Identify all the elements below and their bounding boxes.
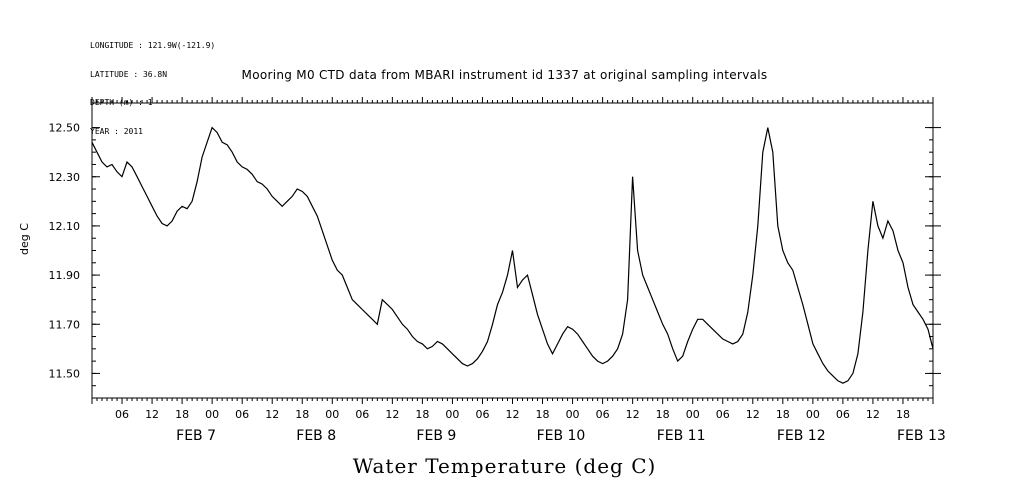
x-tick-label: 12: [265, 408, 279, 421]
x-day-label: FEB 9: [416, 428, 456, 444]
x-tick-label: 00: [686, 408, 700, 421]
x-tick-label: 06: [716, 408, 730, 421]
x-tick-label: 18: [896, 408, 910, 421]
x-tick-label: 18: [536, 408, 550, 421]
x-tick-label: 00: [566, 408, 580, 421]
x-day-label: FEB 13: [897, 428, 946, 444]
x-tick-label: 12: [746, 408, 760, 421]
x-day-label: FEB 11: [657, 428, 706, 444]
year-line: YEAR : 2011: [90, 126, 143, 136]
x-tick-label: 06: [596, 408, 610, 421]
x-tick-label: 00: [445, 408, 459, 421]
x-tick-label: 18: [175, 408, 189, 421]
x-tick-label: 12: [626, 408, 640, 421]
y-tick-label: 12.50: [49, 122, 81, 135]
latitude-line: LATITUDE : 36.8N: [90, 69, 168, 79]
x-tick-label: 12: [385, 408, 399, 421]
x-day-label: FEB 7: [176, 428, 216, 444]
x-tick-label: 06: [115, 408, 129, 421]
y-tick-label: 11.50: [49, 367, 81, 380]
x-tick-label: 06: [475, 408, 489, 421]
x-tick-label: 12: [506, 408, 520, 421]
x-tick-label: 12: [145, 408, 159, 421]
y-tick-label: 11.90: [49, 269, 81, 282]
x-tick-label: 18: [295, 408, 309, 421]
x-tick-label: 18: [415, 408, 429, 421]
x-day-label: FEB 12: [777, 428, 826, 444]
x-tick-label: 00: [205, 408, 219, 421]
longitude-line: LONGITUDE : 121.9W(-121.9): [90, 41, 216, 50]
y-tick-label: 12.10: [49, 220, 81, 233]
x-tick-label: 00: [325, 408, 339, 421]
x-axis-title: Water Temperature (deg C): [352, 454, 657, 478]
x-tick-label: 06: [836, 408, 850, 421]
x-day-label: FEB 10: [537, 428, 586, 444]
y-tick-label: 12.30: [49, 171, 81, 184]
x-tick-label: 00: [806, 408, 820, 421]
y-tick-label: 11.70: [49, 318, 81, 331]
x-tick-label: 06: [355, 408, 369, 421]
x-tick-label: 18: [776, 408, 790, 421]
temperature-series-line: [91, 126, 934, 384]
x-tick-label: 06: [235, 408, 249, 421]
x-day-label: FEB 8: [296, 428, 336, 444]
chart-title: Mooring M0 CTD data from MBARI instrumen…: [241, 68, 768, 82]
x-tick-label: 12: [866, 408, 880, 421]
x-tick-label: 18: [656, 408, 670, 421]
